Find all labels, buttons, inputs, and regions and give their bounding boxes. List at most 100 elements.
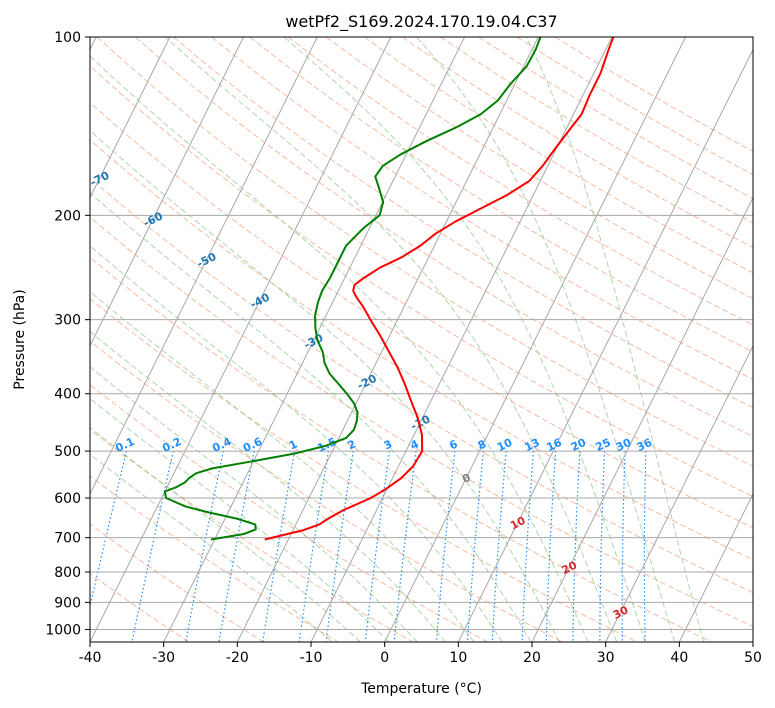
dry-adiabat <box>90 384 488 642</box>
mixing-ratio-line <box>364 451 391 642</box>
isotherm-label: 30 <box>611 603 631 622</box>
y-tick-label: 800 <box>54 565 81 581</box>
x-axis-label: Temperature (°C) <box>360 681 482 697</box>
chart-title: wetPf2_S169.2024.170.19.04.C37 <box>285 12 557 32</box>
x-tick-label: 0 <box>380 650 389 666</box>
isotherm-label: -50 <box>195 250 219 271</box>
moist-adiabat <box>283 37 647 642</box>
isotherm-label: -90 <box>0 87 5 108</box>
mixing-ratio-label: 10 <box>495 436 515 454</box>
moist-adiabat <box>526 37 705 642</box>
mixing-ratio-label: 30 <box>614 436 634 454</box>
moist-adiabat <box>90 55 589 642</box>
dry-adiabat <box>90 101 753 529</box>
dry-adiabat <box>135 37 753 438</box>
y-axis-label: Pressure (hPa) <box>12 289 28 389</box>
x-tick-label: 10 <box>449 650 467 666</box>
isotherm-line <box>163 37 466 642</box>
isotherm-label: -60 <box>141 209 165 230</box>
isotherm-label: -70 <box>88 169 112 190</box>
moist-adiabat <box>90 330 446 642</box>
mixing-ratio-line <box>90 450 128 609</box>
y-tick-label: 300 <box>54 313 81 329</box>
dry-adiabat <box>173 37 753 409</box>
dry-adiabat <box>211 37 753 380</box>
isotherm-line <box>605 344 753 642</box>
isotherm-line <box>90 37 318 496</box>
isotherm-line <box>90 37 245 347</box>
moist-adiabat <box>90 192 532 642</box>
dry-adiabat <box>287 37 753 326</box>
moist-adiabat <box>90 366 418 642</box>
isotherm-line <box>90 37 392 642</box>
mixing-ratio-line <box>545 451 557 642</box>
mixing-ratio-line <box>218 450 255 642</box>
mixing-ratio-label: 25 <box>593 436 612 454</box>
mixing-ratio-line <box>599 451 606 642</box>
y-tick-label: 700 <box>54 531 81 547</box>
dry-adiabat <box>90 256 712 642</box>
mixing-ratio-label: 2 <box>346 437 358 452</box>
mixing-ratio-label: 20 <box>569 436 589 454</box>
mixing-ratio-label: 36 <box>635 436 655 454</box>
mixing-ratio-line <box>643 451 647 642</box>
x-tick-label: 30 <box>597 650 615 666</box>
isotherm-line <box>752 640 753 642</box>
mixing-ratio-line <box>572 451 581 642</box>
isotherm-label: 20 <box>560 559 580 578</box>
isotherm-label: -40 <box>248 291 272 312</box>
isotherm-line <box>384 37 687 642</box>
x-tick-label: -30 <box>152 650 175 666</box>
mixing-ratio-label: 13 <box>522 436 541 454</box>
dry-adiabat <box>90 298 638 642</box>
y-tick-label: 600 <box>54 491 81 507</box>
moist-adiabat <box>416 37 676 642</box>
mixing-ratio-label: 6 <box>447 437 460 452</box>
moist-adiabat <box>164 37 618 642</box>
mixing-ratio-line <box>521 451 535 642</box>
dry-adiabat <box>90 572 190 642</box>
moist-adiabat <box>90 245 503 642</box>
mixing-ratio-line <box>491 451 507 642</box>
isotherm-line <box>457 48 753 642</box>
dry-adiabat <box>90 65 753 498</box>
dry-adiabat <box>90 523 264 642</box>
dry-adiabat <box>90 216 753 628</box>
mixing-ratio-line <box>325 451 354 642</box>
mixing-ratio-line <box>435 451 456 642</box>
y-tick-label: 400 <box>54 387 81 403</box>
x-tick-label: 20 <box>523 650 541 666</box>
mixing-ratio-label: 0.6 <box>241 435 264 455</box>
mixing-ratio-label: 8 <box>476 437 488 452</box>
y-tick-label: 500 <box>54 444 81 460</box>
dry-adiabat <box>90 340 563 642</box>
plot-frame <box>89 36 754 643</box>
y-tick-label: 900 <box>54 595 81 611</box>
mixing-ratio-line <box>621 451 626 642</box>
dry-adiabat <box>325 37 753 300</box>
isotherm-line <box>531 196 753 642</box>
dry-adiabat <box>516 37 753 176</box>
x-tick-label: -20 <box>226 650 249 666</box>
dry-adiabat <box>364 37 753 274</box>
y-tick-label: 1000 <box>45 622 81 638</box>
mixing-ratio-line <box>185 450 224 642</box>
y-tick-label: 200 <box>54 208 81 224</box>
y-tick-label: 100 <box>54 30 81 46</box>
mixing-ratio-label: 16 <box>544 436 564 454</box>
mixing-ratio-line <box>131 450 174 642</box>
isotherm-line <box>678 492 753 642</box>
dry-adiabat <box>554 37 753 152</box>
mixing-ratio-label: 0.1 <box>113 435 136 455</box>
isotherm-label: 10 <box>508 514 528 533</box>
x-tick-label: 50 <box>744 650 762 666</box>
dry-adiabat <box>90 429 414 642</box>
dry-adiabat <box>478 37 753 200</box>
moist-adiabat <box>90 453 333 642</box>
mixing-ratio-line <box>298 451 330 642</box>
dewpoint-profile-line <box>163 37 542 541</box>
x-tick-label: -10 <box>300 650 323 666</box>
x-tick-label: -40 <box>79 650 102 666</box>
isotherm-label-zero: 0 <box>460 471 473 486</box>
